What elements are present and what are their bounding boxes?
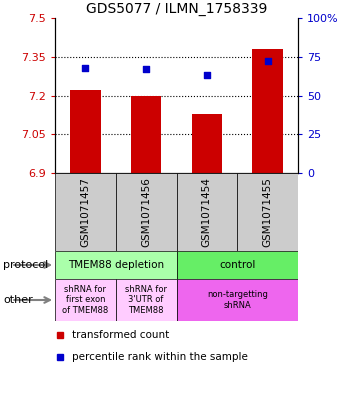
Text: GSM1071457: GSM1071457 (80, 177, 90, 247)
Text: GSM1071456: GSM1071456 (141, 177, 151, 247)
Title: GDS5077 / ILMN_1758339: GDS5077 / ILMN_1758339 (86, 2, 267, 16)
Bar (176, 279, 298, 321)
Bar (252, 49, 283, 173)
Point (204, 72, 209, 79)
Text: shRNA for
first exon
of TMEM88: shRNA for first exon of TMEM88 (62, 285, 108, 315)
Point (143, 66, 149, 72)
Text: other: other (3, 295, 33, 305)
Bar (55, 279, 116, 321)
Text: GSM1071454: GSM1071454 (202, 177, 212, 247)
Bar (116, 173, 176, 251)
Text: control: control (219, 260, 255, 270)
Bar (192, 114, 222, 173)
Text: protocol: protocol (3, 260, 49, 270)
Bar (237, 173, 298, 251)
Bar (116, 279, 176, 321)
Text: GSM1071455: GSM1071455 (262, 177, 273, 247)
Point (265, 58, 270, 64)
Text: transformed count: transformed count (72, 330, 169, 340)
Bar (70, 90, 101, 173)
Text: percentile rank within the sample: percentile rank within the sample (72, 352, 248, 362)
Text: TMEM88 depletion: TMEM88 depletion (68, 260, 164, 270)
Bar (131, 95, 161, 173)
Bar (176, 173, 237, 251)
Text: non-targetting
shRNA: non-targetting shRNA (207, 290, 268, 310)
Bar (55, 251, 176, 279)
Text: shRNA for
3'UTR of
TMEM88: shRNA for 3'UTR of TMEM88 (125, 285, 167, 315)
Bar (55, 173, 116, 251)
Bar (176, 251, 298, 279)
Point (83, 64, 88, 71)
